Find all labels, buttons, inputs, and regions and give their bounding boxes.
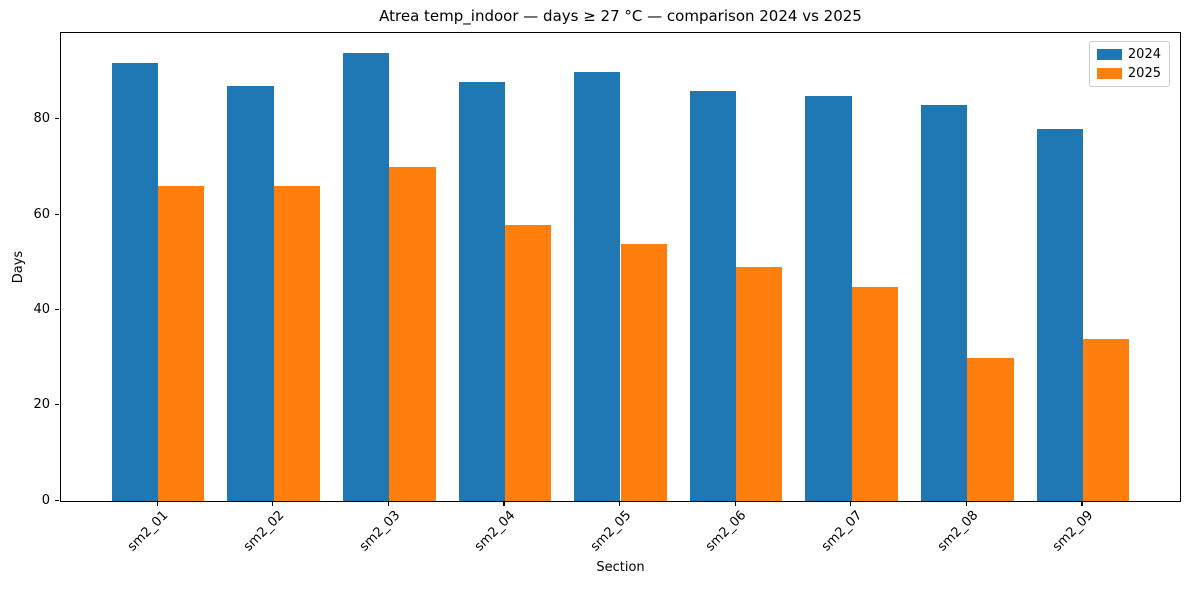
legend-swatch-2024 [1097, 49, 1122, 60]
x-tick-label-sm2_03: sm2_03 [356, 508, 403, 555]
x-tick-label-sm2_09: sm2_09 [1050, 508, 1097, 555]
chart-title: Atrea temp_indoor — days ≥ 27 °C — compa… [379, 7, 862, 25]
y-tick-label-20: 20 [33, 397, 50, 413]
y-tick-label-0: 0 [41, 492, 50, 508]
bar-2024-sm2_02 [227, 86, 274, 501]
bar-2024-sm2_04 [458, 81, 505, 501]
x-tick-sm2_02 [272, 502, 274, 506]
bar-2025-sm2_01 [158, 186, 205, 501]
y-tick-0 [55, 499, 59, 501]
x-tick-sm2_03 [387, 502, 389, 506]
bar-2024-sm2_03 [343, 53, 390, 501]
y-tick-40 [55, 308, 59, 311]
bar-2024-sm2_05 [574, 72, 621, 501]
legend-label-2025: 2025 [1127, 66, 1161, 81]
legend-swatch-2025 [1097, 68, 1122, 79]
bar-2024-sm2_09 [1036, 129, 1083, 501]
legend-label-2024: 2024 [1127, 47, 1161, 62]
x-tick-label-sm2_05: sm2_05 [587, 508, 635, 555]
x-tick-sm2_06 [734, 502, 736, 506]
x-tick-label-sm2_08: sm2_08 [934, 508, 981, 555]
bar-2024-sm2_06 [689, 91, 737, 501]
bar-2025-sm2_08 [967, 358, 1014, 501]
y-tick-60 [55, 213, 59, 215]
y-tick-label-80: 80 [33, 111, 50, 127]
bar-2025-sm2_09 [1082, 338, 1130, 501]
bar-2025-sm2_04 [504, 224, 552, 501]
bar-2025-sm2_02 [273, 186, 320, 501]
bar-2024-sm2_07 [805, 95, 852, 501]
y-axis-label: Days [11, 250, 26, 284]
legend-entry-2024: 2024 [1097, 47, 1161, 62]
y-tick-20 [55, 404, 59, 406]
y-tick-80 [55, 118, 59, 120]
x-tick-sm2_01 [156, 502, 158, 506]
bar-2024-sm2_01 [111, 62, 159, 501]
x-tick-label-sm2_06: sm2_06 [703, 508, 750, 555]
x-tick-label-sm2_07: sm2_07 [818, 508, 866, 555]
legend: 2024 2025 [1089, 41, 1170, 87]
bar-2025-sm2_05 [620, 243, 667, 501]
x-tick-label-sm2_01: sm2_01 [125, 508, 172, 555]
legend-entry-2025: 2025 [1097, 66, 1161, 81]
x-tick-sm2_05 [619, 502, 621, 506]
x-tick-label-sm2_02: sm2_02 [240, 508, 288, 555]
x-tick-sm2_07 [850, 502, 852, 506]
plot-area [60, 32, 1181, 502]
x-tick-label-sm2_04: sm2_04 [472, 508, 519, 555]
x-axis-label: Section [596, 560, 645, 575]
bar-2024-sm2_08 [921, 105, 968, 501]
x-tick-sm2_04 [503, 502, 505, 506]
bar-2025-sm2_03 [389, 167, 436, 501]
x-tick-sm2_09 [1081, 502, 1083, 506]
x-tick-sm2_08 [965, 502, 967, 506]
bar-2025-sm2_06 [736, 267, 783, 501]
bar-2025-sm2_07 [851, 286, 898, 501]
bars-layer [61, 33, 1180, 501]
